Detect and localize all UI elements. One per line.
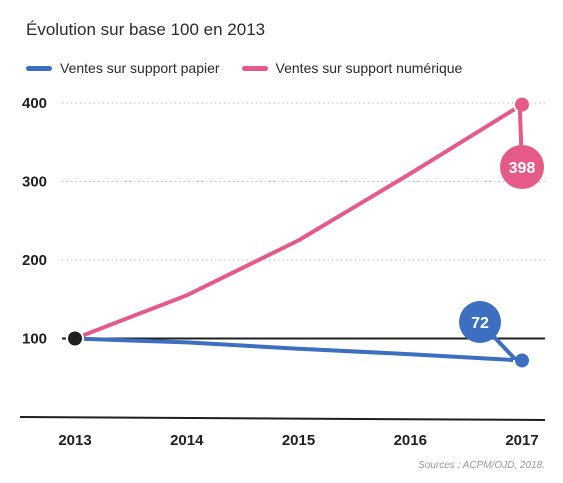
end-label-bubble-numerique [500,145,544,189]
x-tick-label-2016: 2016 [394,432,427,449]
y-tick-label-300: 300 [22,174,47,191]
end-label-value-numerique: 398 [509,160,536,177]
series-end-point-numerique [513,95,531,114]
chart-legend: Ventes sur support papier Ventes sur sup… [26,60,484,76]
x-tick-label-2014: 2014 [170,432,204,449]
series-line-numerique [73,102,524,341]
legend-swatch-papier [26,65,52,71]
legend-item-numerique: Ventes sur support numérique [241,60,463,76]
start-point-2013 [66,329,84,348]
legend-label-numerique: Ventes sur support numérique [275,60,463,76]
x-tick-label-2013: 2013 [58,432,91,449]
end-label-value-papier: 72 [471,315,489,332]
x-axis-line [19,416,546,421]
end-label-bubble-papier [459,301,501,343]
y-tick-label-400: 400 [22,95,47,112]
legend-swatch-numerique [241,65,268,71]
series-line-papier [73,336,524,363]
legend-item-papier: Ventes sur support papier [26,60,220,76]
legend-label-papier: Ventes sur support papier [60,60,220,76]
y-tick-label-200: 200 [22,252,47,269]
y-tick-label-100: 100 [22,331,47,348]
chart-title: Évolution sur base 100 en 2013 [26,20,266,39]
x-tick-label-2015: 2015 [282,432,315,449]
x-tick-label-2017: 2017 [505,432,538,449]
series-end-point-papier [513,351,531,370]
chart-source: Sources : ACPM/OJD, 2018. [418,460,545,471]
